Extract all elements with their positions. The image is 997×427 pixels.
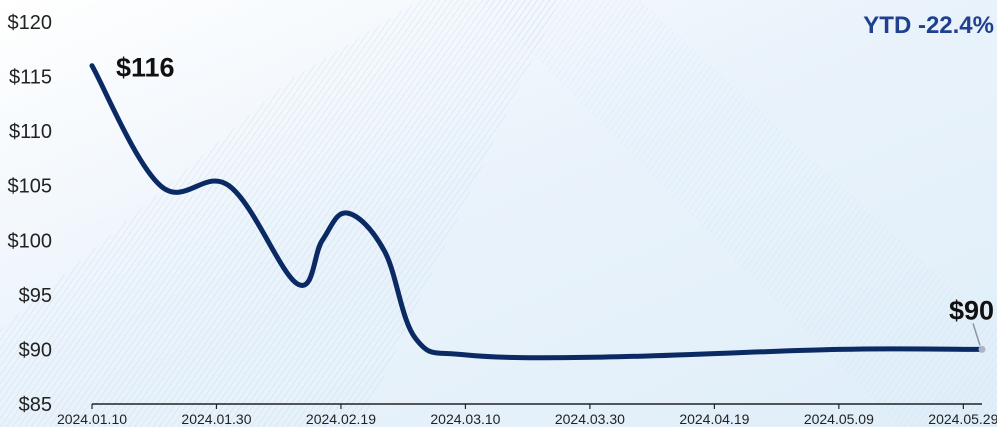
background-hatch-band-2 — [480, 0, 997, 427]
price-series-line — [89, 63, 985, 361]
x-tick-label: 2024.01.10 — [57, 411, 127, 427]
y-tick-label: $115 — [9, 67, 52, 89]
x-tick-label: 2024.03.30 — [555, 411, 625, 427]
y-tick-label: $85 — [19, 394, 52, 416]
y-tick-label: $105 — [8, 176, 53, 198]
end-label-leader — [972, 323, 981, 346]
y-tick-label: $90 — [19, 339, 52, 361]
background-hatch-band — [0, 0, 560, 427]
x-tick-label: 2024.04.19 — [679, 411, 749, 427]
y-tick-label: $95 — [19, 285, 52, 307]
start-value-label: $116 — [116, 53, 175, 83]
y-tick-label: $100 — [8, 230, 53, 252]
x-tick-label: 2024.05.29 — [928, 411, 997, 427]
ytd-annotation: YTD -22.4% — [863, 12, 994, 39]
x-tick-label: 2024.01.30 — [181, 411, 251, 427]
y-tick-label: $120 — [8, 12, 53, 34]
x-tick-label: 2024.02.19 — [306, 411, 376, 427]
y-tick-label: $110 — [9, 121, 52, 143]
end-point-marker — [978, 345, 986, 353]
x-tick-label: 2024.05.09 — [804, 411, 874, 427]
end-value-label: $90 — [949, 295, 994, 325]
x-tick-label: 2024.03.10 — [430, 411, 500, 427]
